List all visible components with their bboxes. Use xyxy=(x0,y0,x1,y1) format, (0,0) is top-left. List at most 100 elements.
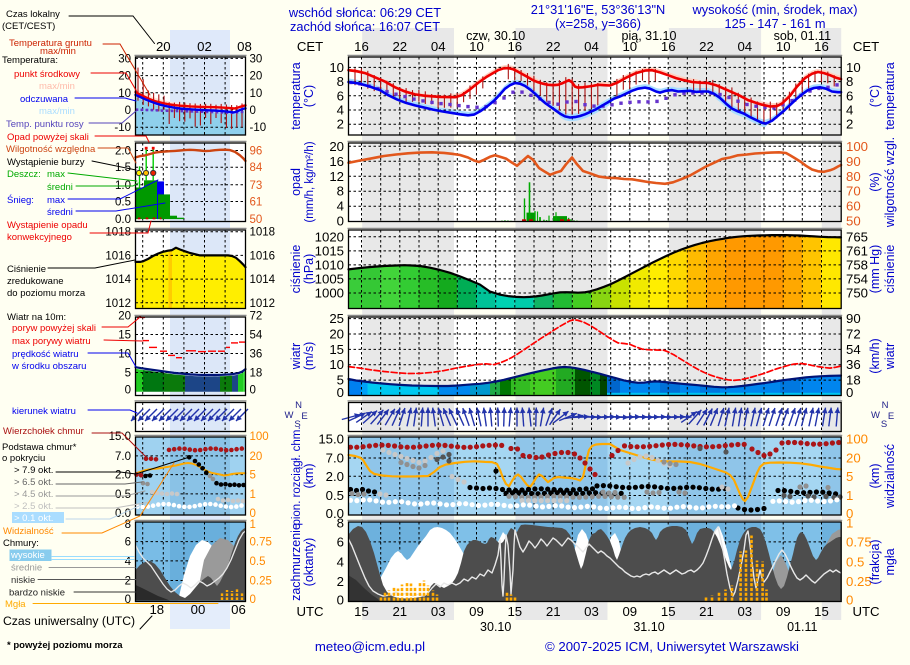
svg-text:Ciśnienie: Ciśnienie xyxy=(7,264,46,275)
svg-text:prędkość wiatru: prędkość wiatru xyxy=(12,349,79,360)
svg-text:pią, 31.10: pią, 31.10 xyxy=(622,29,677,43)
svg-text:2.0: 2.0 xyxy=(115,146,131,158)
svg-text:96: 96 xyxy=(250,146,263,158)
svg-text:18: 18 xyxy=(250,368,263,380)
svg-text:2.0: 2.0 xyxy=(115,470,131,482)
svg-text:8: 8 xyxy=(337,516,344,531)
svg-text:15: 15 xyxy=(814,604,829,619)
svg-text:1016: 1016 xyxy=(105,250,131,262)
svg-text:5: 5 xyxy=(125,368,131,380)
svg-text:03: 03 xyxy=(737,604,752,619)
svg-text:Śnieg:: Śnieg: xyxy=(7,194,34,206)
svg-text:wschód słońca: 06:29 CET: wschód słońca: 06:29 CET xyxy=(288,5,441,20)
svg-text:04: 04 xyxy=(584,39,599,54)
svg-text:średni: średni xyxy=(47,207,73,218)
svg-text:16: 16 xyxy=(329,154,344,169)
svg-text:25: 25 xyxy=(329,311,344,326)
svg-text:09: 09 xyxy=(776,604,791,619)
svg-text:90: 90 xyxy=(846,154,861,169)
svg-text:0: 0 xyxy=(250,594,256,606)
svg-text:02: 02 xyxy=(197,39,212,54)
svg-text:max porywy wiatru: max porywy wiatru xyxy=(12,336,91,347)
svg-text:S: S xyxy=(881,419,887,430)
svg-text:10: 10 xyxy=(329,357,344,372)
svg-text:15: 15 xyxy=(354,604,369,619)
svg-text:16: 16 xyxy=(354,39,369,54)
svg-text:21: 21 xyxy=(546,604,561,619)
svg-text:0: 0 xyxy=(846,385,853,400)
svg-text:(mm Hg): (mm Hg) xyxy=(868,245,882,294)
svg-text:70: 70 xyxy=(846,184,861,199)
svg-text:09: 09 xyxy=(469,604,484,619)
svg-text:wysokość (min, środek, max): wysokość (min, środek, max) xyxy=(692,2,858,17)
svg-text:15.0: 15.0 xyxy=(318,432,344,447)
svg-text:Opad powyżej skali: Opad powyżej skali xyxy=(7,132,89,143)
svg-text:Mgła: Mgła xyxy=(5,599,26,610)
svg-text:758: 758 xyxy=(846,257,868,272)
svg-text:W: W xyxy=(285,410,294,421)
svg-text:20: 20 xyxy=(118,71,131,83)
svg-text:36: 36 xyxy=(250,349,263,361)
svg-text:1012: 1012 xyxy=(250,298,276,310)
svg-text:w środku obszaru: w środku obszaru xyxy=(11,361,86,372)
svg-text:wiatr: wiatr xyxy=(883,343,897,370)
svg-text:(frakcja): (frakcja) xyxy=(868,539,882,584)
svg-text:poryw powyżej skali: poryw powyżej skali xyxy=(12,323,96,334)
svg-text:Deszcz:: Deszcz: xyxy=(7,169,41,180)
svg-text:meteo@icm.edu.pl: meteo@icm.edu.pl xyxy=(315,639,425,654)
svg-text:10: 10 xyxy=(250,88,263,100)
svg-text:(CET/CEST): (CET/CEST) xyxy=(2,21,55,32)
svg-text:średnie: średnie xyxy=(11,563,42,574)
svg-text:o pokryciu: o pokryciu xyxy=(2,453,45,464)
svg-text:1018: 1018 xyxy=(250,227,276,239)
svg-text:Wystąpienie opadu: Wystąpienie opadu xyxy=(7,220,88,231)
svg-text:21: 21 xyxy=(699,604,714,619)
svg-text:> 6.5 okt.: > 6.5 okt. xyxy=(14,477,53,488)
svg-text:(mm/h, kg/m²/h): (mm/h, kg/m²/h) xyxy=(304,141,316,222)
svg-text:CET: CET xyxy=(853,39,879,54)
svg-text:03: 03 xyxy=(584,604,599,619)
svg-text:754: 754 xyxy=(846,272,868,287)
svg-text:Widzialność: Widzialność xyxy=(3,526,54,537)
svg-text:8: 8 xyxy=(337,184,344,199)
svg-text:36: 36 xyxy=(846,357,861,372)
svg-text:średni: średni xyxy=(47,182,73,193)
svg-text:> 2.5 okt.: > 2.5 okt. xyxy=(14,501,53,512)
svg-text:Wilgotność względna: Wilgotność względna xyxy=(6,144,96,155)
svg-text:mgła: mgła xyxy=(883,548,897,575)
svg-text:30.10: 30.10 xyxy=(480,620,511,634)
svg-text:01.11: 01.11 xyxy=(787,620,817,634)
svg-text:Wiatr na 10m:: Wiatr na 10m: xyxy=(7,312,66,323)
svg-text:-10: -10 xyxy=(114,122,131,134)
svg-text:Podstawa chmur*: Podstawa chmur* xyxy=(2,442,77,453)
svg-text:czw, 30.10: czw, 30.10 xyxy=(466,29,525,43)
svg-text:5: 5 xyxy=(846,469,853,484)
svg-text:2.0: 2.0 xyxy=(326,469,344,484)
svg-text:N: N xyxy=(295,400,302,411)
svg-text:zredukowane: zredukowane xyxy=(7,276,64,287)
svg-text:odczuwana: odczuwana xyxy=(20,94,69,105)
svg-text:(m/s): (m/s) xyxy=(302,342,316,370)
svg-text:6: 6 xyxy=(125,537,131,549)
svg-text:Wierzchołek chmur: Wierzchołek chmur xyxy=(3,426,84,437)
svg-text:80: 80 xyxy=(846,169,861,184)
svg-text:54: 54 xyxy=(846,342,861,357)
svg-text:Czas uniwersalny (UTC): Czas uniwersalny (UTC) xyxy=(3,614,135,628)
svg-text:wiatr: wiatr xyxy=(289,343,303,370)
svg-text:15: 15 xyxy=(507,604,522,619)
svg-text:90: 90 xyxy=(846,311,861,326)
svg-text:06: 06 xyxy=(231,602,246,617)
svg-text:72: 72 xyxy=(250,311,263,323)
svg-text:22: 22 xyxy=(699,39,714,54)
svg-text:ciśnienie: ciśnienie xyxy=(883,245,897,294)
svg-text:4: 4 xyxy=(846,103,853,118)
svg-text:31.10: 31.10 xyxy=(633,620,664,634)
svg-text:(km): (km) xyxy=(302,464,316,489)
svg-text:761: 761 xyxy=(846,243,868,258)
svg-text:750: 750 xyxy=(846,286,868,301)
svg-text:6: 6 xyxy=(337,88,344,103)
svg-text:niskie: niskie xyxy=(11,575,35,586)
svg-text:21°31'16"E, 53°36'13"N: 21°31'16"E, 53°36'13"N xyxy=(531,2,666,17)
svg-text:04: 04 xyxy=(431,39,446,54)
svg-text:7.0: 7.0 xyxy=(326,451,344,466)
